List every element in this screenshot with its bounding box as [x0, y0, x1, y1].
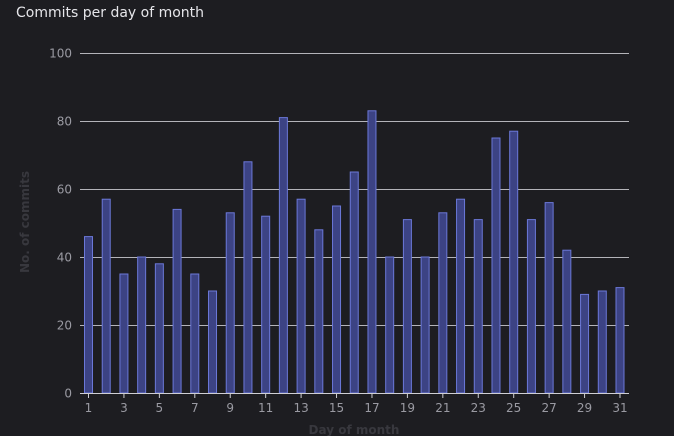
- bar[interactable]: [562, 249, 572, 394]
- x-tick-label: 19: [400, 401, 415, 415]
- bar[interactable]: [137, 256, 147, 394]
- x-tick-label: 11: [258, 401, 273, 415]
- bar[interactable]: [208, 290, 218, 394]
- bar[interactable]: [119, 273, 129, 394]
- x-axis-ticks: 1 3 5 7 9 11 13 15 17 19 21 23 25 27 29 31: [85, 393, 628, 415]
- bar[interactable]: [402, 219, 412, 394]
- bar[interactable]: [580, 293, 590, 394]
- x-tick-label: 3: [120, 401, 128, 415]
- bar[interactable]: [172, 208, 182, 394]
- chart-title: Commits per day of month: [16, 5, 205, 21]
- y-tick-label: 40: [57, 251, 72, 265]
- bar[interactable]: [332, 205, 342, 394]
- bar[interactable]: [615, 287, 625, 394]
- y-tick-label: 60: [57, 183, 72, 197]
- y-tick-label: 100: [49, 47, 72, 61]
- y-tick-label: 20: [57, 319, 72, 333]
- bars: [84, 110, 625, 394]
- x-tick-label: 29: [577, 401, 592, 415]
- bar[interactable]: [491, 137, 501, 394]
- bar[interactable]: [385, 256, 395, 394]
- bar[interactable]: [296, 198, 306, 394]
- y-tick-label: 80: [57, 115, 72, 129]
- bar[interactable]: [544, 202, 554, 394]
- x-tick-label: 17: [364, 401, 379, 415]
- y-axis-title: No. of commits: [18, 171, 32, 273]
- bar[interactable]: [225, 212, 235, 394]
- bar[interactable]: [278, 117, 288, 394]
- x-tick-label: 15: [329, 401, 344, 415]
- bar[interactable]: [456, 198, 466, 394]
- bar[interactable]: [438, 212, 448, 394]
- bar[interactable]: [84, 236, 93, 394]
- x-tick-label: 21: [435, 401, 450, 415]
- bar[interactable]: [314, 229, 324, 394]
- x-axis-title: Day of month: [309, 423, 400, 436]
- y-axis-ticks: 0 20 40 60 80 100: [49, 47, 72, 401]
- bar[interactable]: [473, 219, 483, 394]
- x-tick-label: 31: [612, 401, 627, 415]
- bar[interactable]: [101, 198, 111, 394]
- bar[interactable]: [349, 171, 359, 394]
- bar[interactable]: [420, 256, 430, 394]
- x-tick-label: 13: [293, 401, 308, 415]
- x-tick-label: 23: [471, 401, 486, 415]
- y-tick-label: 0: [64, 387, 72, 401]
- x-tick-label: 1: [85, 401, 93, 415]
- bar[interactable]: [509, 130, 519, 394]
- bar[interactable]: [190, 273, 200, 394]
- x-tick-label: 7: [191, 401, 199, 415]
- bar[interactable]: [526, 219, 536, 394]
- bar[interactable]: [367, 110, 377, 394]
- bar[interactable]: [154, 263, 164, 394]
- x-tick-label: 9: [226, 401, 234, 415]
- x-tick-label: 5: [156, 401, 164, 415]
- x-tick-label: 27: [541, 401, 556, 415]
- bar[interactable]: [597, 290, 607, 394]
- bar[interactable]: [243, 161, 253, 394]
- x-tick-label: 25: [506, 401, 521, 415]
- bar[interactable]: [261, 215, 271, 394]
